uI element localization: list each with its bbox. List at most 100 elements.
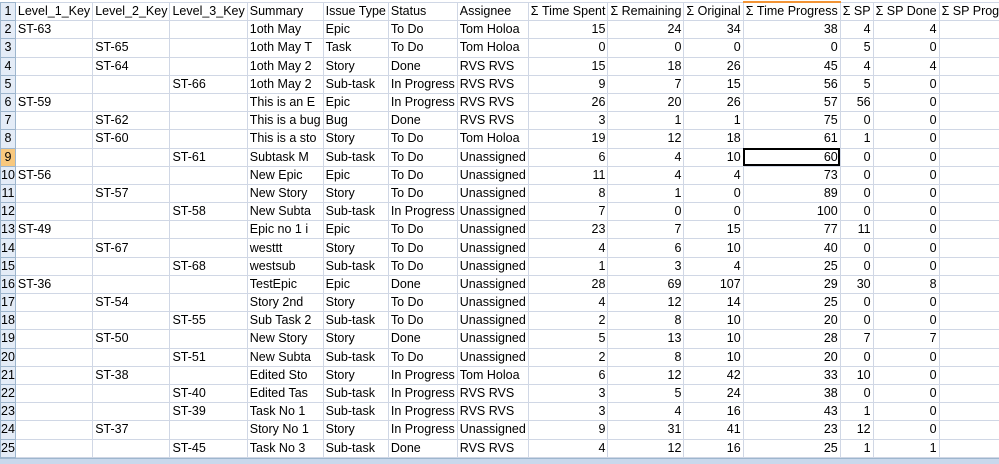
- cell[interactable]: 23: [743, 421, 840, 439]
- cell[interactable]: 0: [873, 203, 939, 221]
- cell[interactable]: 0: [840, 312, 873, 330]
- cell[interactable]: [170, 166, 247, 184]
- cell[interactable]: 0: [873, 148, 939, 166]
- cell[interactable]: 18: [608, 57, 684, 75]
- row-header[interactable]: 6: [1, 93, 16, 111]
- cell[interactable]: Sub-task: [323, 384, 388, 402]
- cell[interactable]: [170, 184, 247, 202]
- cell[interactable]: [15, 403, 92, 421]
- cell[interactable]: To Do: [388, 39, 457, 57]
- cell[interactable]: Unassigned: [457, 294, 528, 312]
- cell[interactable]: Story: [323, 421, 388, 439]
- cell[interactable]: ST-68: [170, 257, 247, 275]
- cell[interactable]: Task No 3: [247, 439, 323, 457]
- cell[interactable]: 4: [608, 166, 684, 184]
- cell[interactable]: 0: [939, 130, 999, 148]
- cell[interactable]: [93, 75, 170, 93]
- column-header-cell[interactable]: Level_2_Key: [93, 2, 170, 21]
- row-header[interactable]: 19: [1, 330, 16, 348]
- cell[interactable]: 7: [840, 330, 873, 348]
- cell[interactable]: 100: [939, 439, 999, 457]
- cell[interactable]: 42: [684, 366, 743, 384]
- cell[interactable]: 1oth May T: [247, 39, 323, 57]
- cell[interactable]: 75: [743, 112, 840, 130]
- cell[interactable]: 0: [939, 75, 999, 93]
- cell[interactable]: 4: [873, 57, 939, 75]
- cell[interactable]: 41: [684, 421, 743, 439]
- cell[interactable]: 0: [873, 294, 939, 312]
- selected-cell[interactable]: 60: [743, 148, 840, 166]
- cell[interactable]: 3: [528, 384, 608, 402]
- cell[interactable]: [15, 130, 92, 148]
- cell[interactable]: 0: [939, 221, 999, 239]
- cell[interactable]: To Do: [388, 130, 457, 148]
- cell[interactable]: [15, 148, 92, 166]
- cell[interactable]: 15: [528, 21, 608, 39]
- cell[interactable]: 89: [743, 184, 840, 202]
- cell[interactable]: ST-54: [93, 294, 170, 312]
- cell[interactable]: 5: [608, 384, 684, 402]
- row-header[interactable]: 15: [1, 257, 16, 275]
- cell[interactable]: 24: [684, 384, 743, 402]
- cell[interactable]: New Epic: [247, 166, 323, 184]
- cell[interactable]: 0: [939, 184, 999, 202]
- cell[interactable]: 1: [840, 439, 873, 457]
- cell[interactable]: 0: [939, 384, 999, 402]
- cell[interactable]: [170, 39, 247, 57]
- cell[interactable]: 9: [528, 421, 608, 439]
- cell[interactable]: 1: [873, 439, 939, 457]
- cell[interactable]: 7: [528, 203, 608, 221]
- cell[interactable]: 12: [608, 439, 684, 457]
- cell[interactable]: 20: [743, 312, 840, 330]
- cell[interactable]: 25: [743, 294, 840, 312]
- cell[interactable]: [93, 21, 170, 39]
- cell[interactable]: New Story: [247, 330, 323, 348]
- cell[interactable]: [15, 203, 92, 221]
- cell[interactable]: ST-64: [93, 57, 170, 75]
- cell[interactable]: RVS RVS: [457, 112, 528, 130]
- cell[interactable]: [15, 384, 92, 402]
- horizontal-scrollbar[interactable]: [0, 458, 999, 464]
- cell[interactable]: [170, 294, 247, 312]
- cell[interactable]: 3: [608, 257, 684, 275]
- cell[interactable]: 1oth May: [247, 21, 323, 39]
- cell[interactable]: 1oth May 2: [247, 57, 323, 75]
- cell[interactable]: ST-57: [93, 184, 170, 202]
- cell[interactable]: [15, 439, 92, 457]
- cell[interactable]: This is a sto: [247, 130, 323, 148]
- cell[interactable]: 5: [528, 330, 608, 348]
- cell[interactable]: 77: [743, 221, 840, 239]
- cell[interactable]: 26: [684, 93, 743, 111]
- cell[interactable]: Done: [388, 112, 457, 130]
- cell[interactable]: Sub-task: [323, 75, 388, 93]
- cell[interactable]: westsub: [247, 257, 323, 275]
- cell[interactable]: 6: [528, 148, 608, 166]
- column-header-cell[interactable]: Σ Remaining: [608, 2, 684, 21]
- cell[interactable]: 24: [608, 21, 684, 39]
- cell[interactable]: To Do: [388, 312, 457, 330]
- cell[interactable]: RVS RVS: [457, 57, 528, 75]
- cell[interactable]: 0: [840, 112, 873, 130]
- cell[interactable]: New Subta: [247, 203, 323, 221]
- row-header[interactable]: 20: [1, 348, 16, 366]
- cell[interactable]: Unassigned: [457, 257, 528, 275]
- cell[interactable]: [170, 275, 247, 293]
- cell[interactable]: 8: [528, 184, 608, 202]
- cell[interactable]: 19: [528, 130, 608, 148]
- cell[interactable]: 10: [684, 312, 743, 330]
- cell[interactable]: To Do: [388, 294, 457, 312]
- cell[interactable]: [15, 348, 92, 366]
- cell[interactable]: In Progress: [388, 93, 457, 111]
- cell[interactable]: In Progress: [388, 75, 457, 93]
- cell[interactable]: 1: [840, 130, 873, 148]
- cell[interactable]: [170, 330, 247, 348]
- cell[interactable]: 56: [743, 75, 840, 93]
- cell[interactable]: 0: [939, 348, 999, 366]
- cell[interactable]: Story: [323, 239, 388, 257]
- cell[interactable]: 1: [608, 112, 684, 130]
- cell[interactable]: [170, 93, 247, 111]
- cell[interactable]: 6: [528, 366, 608, 384]
- cell[interactable]: 100: [743, 203, 840, 221]
- cell[interactable]: Story No 1: [247, 421, 323, 439]
